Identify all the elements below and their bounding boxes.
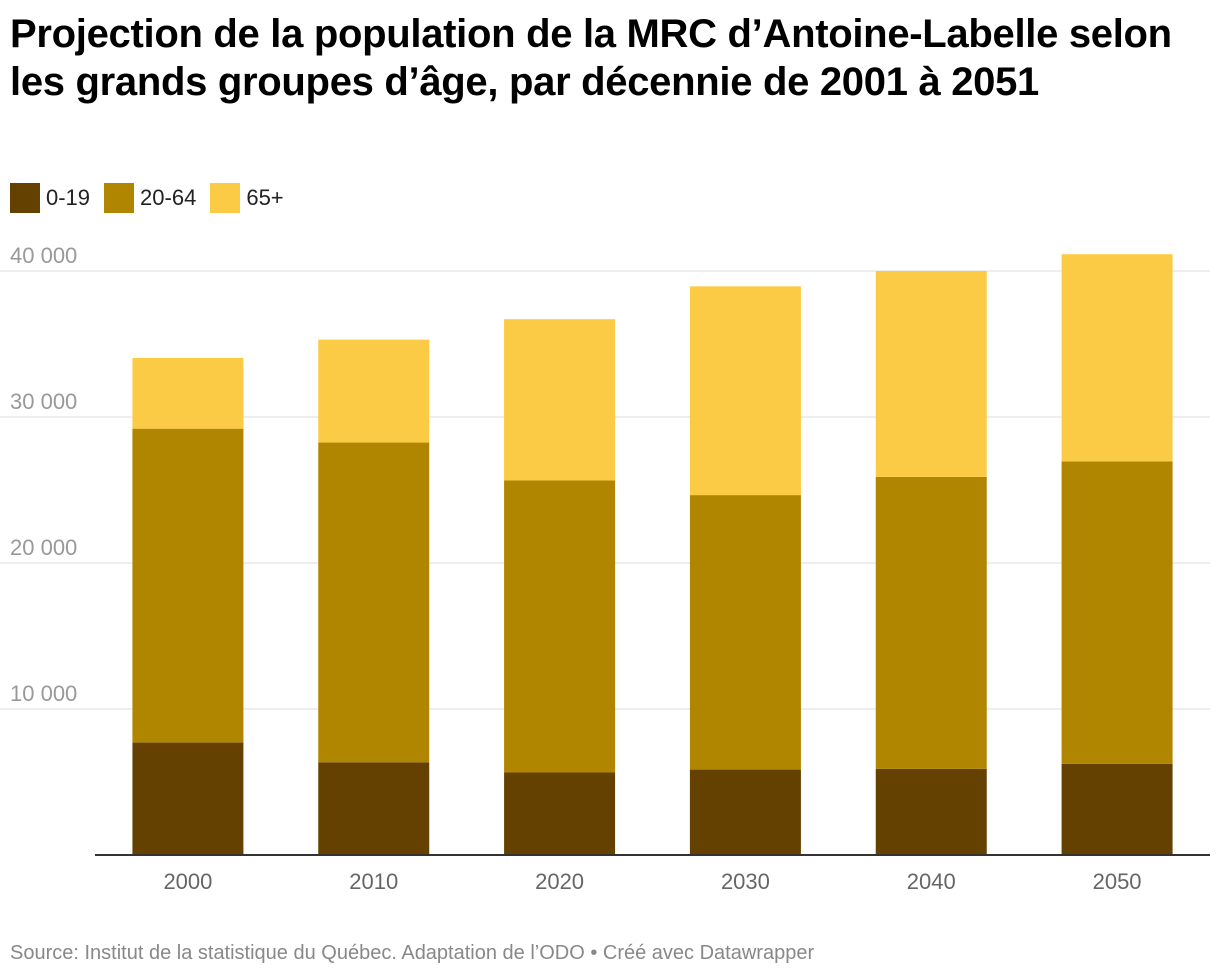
y-tick-label: 10 000: [10, 681, 77, 706]
bar-65plus-2050: [1061, 254, 1173, 462]
bar-20-64-2050: [1061, 461, 1173, 764]
bar-20-64-2020: [504, 480, 616, 773]
y-tick-label: 40 000: [10, 243, 77, 268]
x-tick-label: 2030: [721, 869, 770, 894]
legend-label-20-64: 20-64: [140, 185, 197, 210]
bar-65plus-2030: [689, 286, 801, 496]
x-tick-label: 2050: [1093, 869, 1142, 894]
bar-0-19-2040: [875, 768, 987, 855]
stacked-bar-chart: 10 000 20 000 30 000 40 000 2000 2010 2020 2030…: [0, 243, 1210, 894]
bar-0-19-2000: [132, 742, 244, 855]
x-tick-label: 2020: [535, 869, 584, 894]
bar-20-64-2030: [689, 495, 801, 770]
legend-item-20-64: 20-64: [104, 183, 196, 213]
bar-65plus-2020: [504, 319, 616, 481]
legend-item-65plus: 65+: [210, 183, 284, 213]
legend-swatch-65plus: [210, 183, 241, 213]
x-tick-label: 2040: [907, 869, 956, 894]
bar-0-19-2030: [689, 769, 801, 855]
y-tick-label: 30 000: [10, 389, 77, 414]
bar-65plus-2040: [875, 271, 987, 477]
source-note: Source: Institut de la statistique du Qu…: [10, 942, 815, 964]
bar-0-19-2020: [504, 772, 616, 855]
bar-20-64-2010: [318, 442, 430, 763]
legend-label-0-19: 0-19: [46, 185, 91, 210]
y-tick-label: 20 000: [10, 535, 77, 560]
bar-20-64-2000: [132, 428, 244, 743]
legend-label-65plus: 65+: [246, 185, 284, 210]
x-tick-label: 2000: [163, 869, 212, 894]
legend-item-0-19: 0-19: [10, 183, 90, 213]
bar-65plus-2010: [318, 339, 430, 443]
legend-swatch-20-64: [104, 183, 135, 213]
legend-swatch-0-19: [10, 183, 40, 213]
legend: 0-19 20-64 65+: [10, 183, 298, 213]
bar-0-19-2050: [1061, 763, 1173, 855]
x-tick-label: 2010: [349, 869, 398, 894]
bar-65plus-2000: [132, 357, 244, 429]
chart-title: Projection de la population de la MRC d’…: [10, 12, 1172, 104]
bar-0-19-2010: [318, 762, 430, 855]
bar-20-64-2040: [875, 476, 987, 769]
